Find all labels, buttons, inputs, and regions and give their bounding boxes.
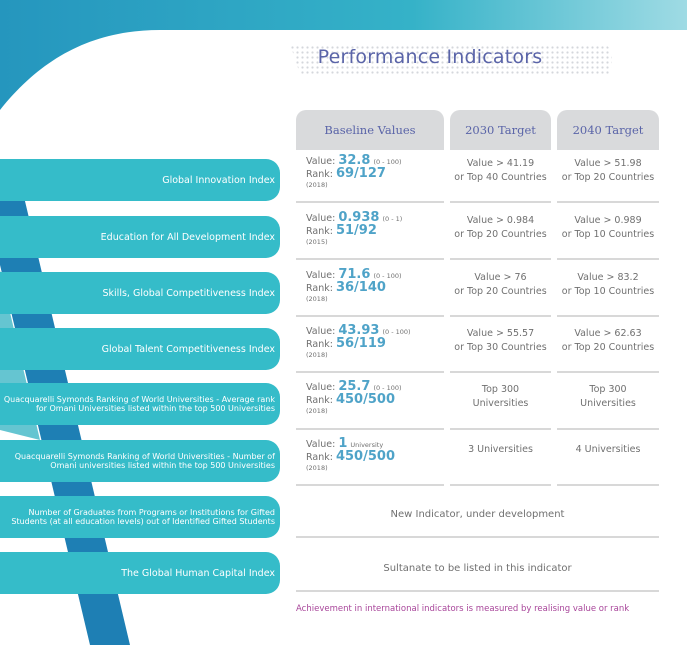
baseline-value: 1 [338, 436, 348, 451]
baseline-cell: Value: 32.8 (0 - 100) Rank: 69/127 (2018… [296, 152, 444, 203]
page-title: Performance Indicators [317, 46, 543, 68]
baseline-rank: 56/119 [335, 336, 386, 351]
span-cell: New Indicator, under development [296, 492, 659, 538]
target-2030-cell: Value > 76 or Top 20 Countries [450, 266, 551, 317]
row-label-education-for-all: Education for All Development Index [0, 216, 280, 258]
target-2040-cell: Value > 83.2 or Top 10 Countries [557, 266, 659, 317]
target-2040-cell: Value > 62.63 or Top 20 Countries [557, 322, 659, 373]
target-2040-cell: Value > 51.98 or Top 20 Countries [557, 152, 659, 203]
column-header-baseline: Baseline Values [296, 110, 444, 150]
baseline-rank: 69/127 [335, 166, 386, 181]
baseline-rank: 51/92 [335, 223, 377, 238]
baseline-cell: Value: 43.93 (0 - 100) Rank: 56/119 (201… [296, 322, 444, 373]
row-label-global-talent: Global Talent Competitiveness Index [0, 328, 280, 370]
baseline-rank: 450/500 [335, 449, 395, 464]
baseline-rank: 36/140 [335, 280, 386, 295]
baseline-cell: Value: 71.6 (0 - 100) Rank: 36/140 (2018… [296, 266, 444, 317]
column-header-2040: 2040 Target [557, 110, 659, 150]
target-2040-cell: Value > 0.989 or Top 10 Countries [557, 209, 659, 260]
target-2040-cell: 4 Universities [557, 435, 659, 486]
row-label-qs-average-rank: Quacquarelli Symonds Ranking of World Un… [0, 383, 280, 425]
baseline-cell: Value: 1 University Rank: 450/500 (2018) [296, 435, 444, 486]
row-label-gifted-graduates: Number of Graduates from Programs or Ins… [0, 496, 280, 538]
row-label-skills-gci: Skills, Global Competitiveness Index [0, 272, 280, 314]
baseline-value: 32.8 [338, 153, 371, 168]
row-label-global-innovation-index: Global Innovation Index [0, 159, 280, 201]
target-2030-cell: Top 300 Universities [450, 378, 551, 430]
baseline-value: 43.93 [338, 323, 380, 338]
target-2030-cell: Value > 0.984 or Top 20 Countries [450, 209, 551, 260]
row-label-qs-number-universities: Quacquarelli Symonds Ranking of World Un… [0, 440, 280, 482]
baseline-cell: Value: 25.7 (0 - 100) Rank: 450/500 (201… [296, 378, 444, 430]
column-header-2030: 2030 Target [450, 110, 551, 150]
footnote: Achievement in international indicators … [296, 604, 630, 614]
target-2030-cell: Value > 41.19 or Top 40 Countries [450, 152, 551, 203]
span-cell: Sultanate to be listed in this indicator [296, 546, 659, 592]
baseline-value: 71.6 [338, 267, 371, 282]
row-label-global-human-capital: The Global Human Capital Index [0, 552, 280, 594]
target-2030-cell: Value > 55.57 or Top 30 Countries [450, 322, 551, 373]
baseline-value: 0.938 [338, 210, 380, 225]
target-2040-cell: Top 300 Universities [557, 378, 659, 430]
baseline-value: 25.7 [338, 379, 371, 394]
baseline-rank: 450/500 [335, 392, 395, 407]
baseline-cell: Value: 0.938 (0 - 1) Rank: 51/92 (2015) [296, 209, 444, 260]
target-2030-cell: 3 Universities [450, 435, 551, 486]
